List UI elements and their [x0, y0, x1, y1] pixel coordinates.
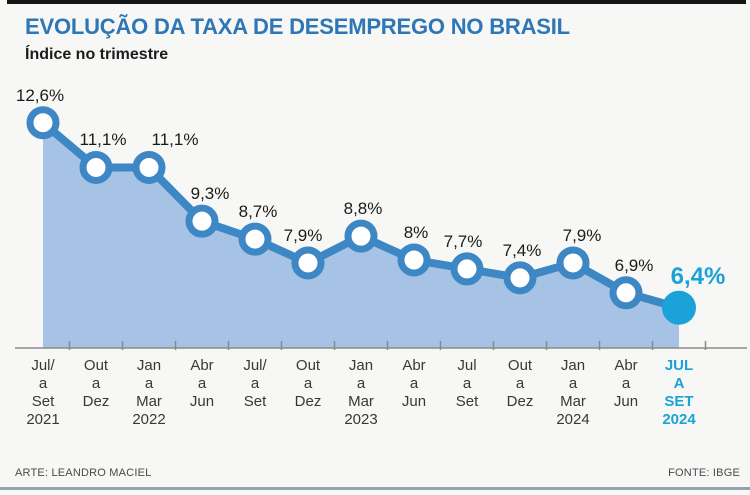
chart-subtitle: Índice no trimestre: [25, 46, 169, 63]
bottom-rule: [0, 487, 750, 490]
data-point: [132, 150, 166, 184]
data-point: [503, 261, 537, 295]
page-title: EVOLUÇÃO DA TAXA DE DESEMPREGO NO BRASIL: [25, 14, 570, 39]
data-point: [238, 222, 272, 256]
data-point: [397, 243, 431, 277]
data-point: [79, 150, 113, 184]
data-point: [609, 276, 643, 310]
data-point: [450, 252, 484, 286]
data-point-highlight: [662, 290, 696, 325]
data-point: [291, 246, 325, 280]
art-credit: ARTE: LEANDRO MACIEL: [15, 467, 152, 479]
data-point: [344, 219, 378, 253]
top-rule: [7, 0, 746, 4]
data-point: [185, 204, 219, 238]
data-point: [556, 246, 590, 280]
data-point: [26, 106, 60, 140]
data-source: FONTE: IBGE: [668, 467, 740, 479]
